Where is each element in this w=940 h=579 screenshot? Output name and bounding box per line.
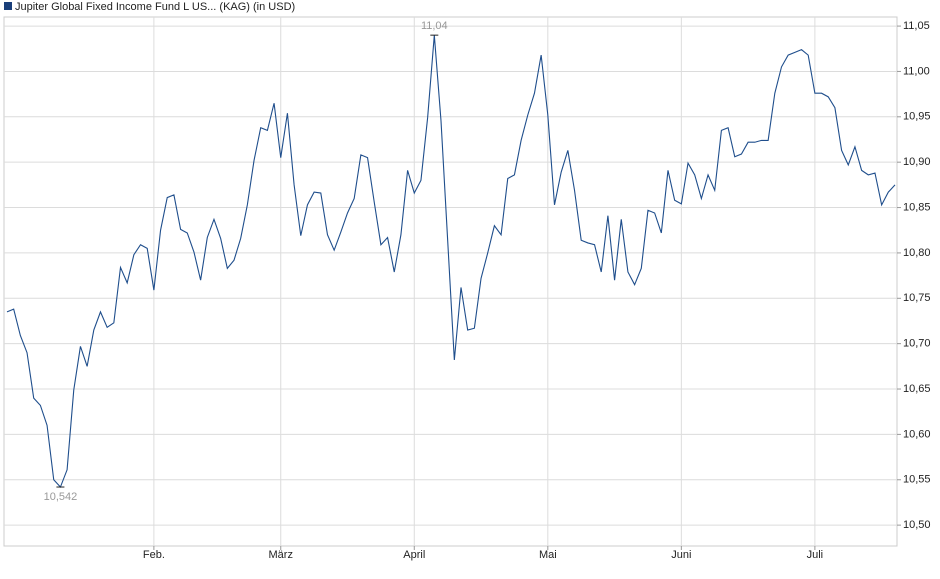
- x-tick-label: Feb.: [143, 549, 165, 561]
- y-tick-label: 10,65: [903, 383, 931, 395]
- y-tick-label: 11,05: [903, 20, 930, 32]
- y-tick-label: 10,90: [903, 156, 931, 168]
- y-tick-label: 10,95: [903, 111, 931, 123]
- x-tick-label: Mai: [539, 549, 557, 561]
- x-tick-label: April: [403, 549, 425, 561]
- y-tick-label: 10,85: [903, 201, 931, 213]
- x-tick-label: März: [269, 549, 293, 561]
- y-tick-label: 10,70: [903, 338, 931, 350]
- x-tick-label: Juni: [671, 549, 691, 561]
- extreme-label: 11,04: [421, 20, 448, 32]
- y-tick-label: 10,50: [903, 519, 931, 531]
- legend-label: Jupiter Global Fixed Income Fund L US...…: [15, 1, 295, 13]
- y-tick-label: 10,55: [903, 474, 931, 486]
- y-tick-label: 10,75: [903, 292, 931, 304]
- y-tick-label: 10,80: [903, 247, 931, 259]
- x-tick-label: Juli: [807, 549, 824, 561]
- legend-swatch: [4, 2, 12, 10]
- extreme-label: 10,542: [44, 491, 78, 503]
- price-line: [6, 35, 896, 489]
- plot-frame: [3, 16, 898, 547]
- y-tick-label: 10,60: [903, 428, 931, 440]
- y-tick-label: 11,00: [903, 65, 930, 77]
